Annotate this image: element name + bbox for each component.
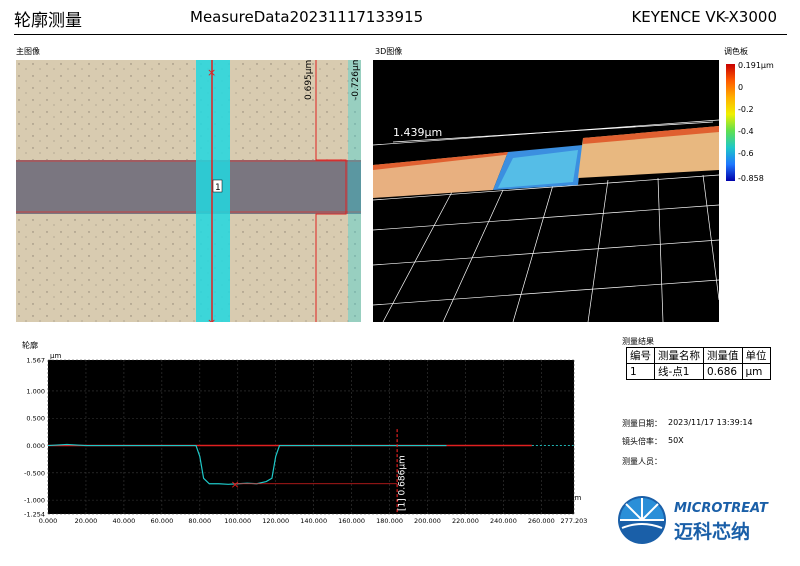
header-cell: 测量值 bbox=[703, 347, 743, 364]
x-tick-label: 260.000 bbox=[528, 517, 555, 525]
palette-bar bbox=[726, 64, 735, 181]
report-title: 轮廓测量 bbox=[14, 11, 82, 31]
profile-trace bbox=[315, 60, 347, 322]
results-table: 编号 测量名称 测量值 单位 1 线-点1 0.686 μm bbox=[626, 347, 771, 380]
trench-band bbox=[16, 160, 361, 214]
palette-tick: -0.4 bbox=[738, 127, 754, 136]
table-row[interactable]: 1 线-点1 0.686 μm bbox=[626, 363, 771, 380]
plot-area bbox=[48, 360, 574, 514]
header-cell: 编号 bbox=[626, 347, 655, 364]
palette-tick: -0.6 bbox=[738, 149, 754, 158]
line-start-marker-icon: × bbox=[207, 66, 216, 79]
y-axis-unit: μm bbox=[50, 352, 61, 360]
x-tick-label: 60.000 bbox=[150, 517, 173, 525]
lens-label: 镜头倍率： bbox=[622, 437, 662, 446]
company-logo: MICROTREAT 迈科芯纳 bbox=[618, 496, 769, 544]
date-value: 2023/11/17 13:39:14 bbox=[668, 418, 753, 427]
date-label: 测量日期： bbox=[622, 419, 662, 428]
cell-id: 1 bbox=[626, 363, 655, 380]
logo-text-en: MICROTREAT bbox=[674, 501, 769, 516]
device-name: KEYENCE VK-X3000 bbox=[631, 8, 777, 26]
file-name: MeasureData20231117133915 bbox=[190, 8, 424, 26]
palette-tick: 0 bbox=[738, 83, 744, 92]
line-end-marker-icon: × bbox=[207, 316, 216, 322]
x-tick-label: 0.000 bbox=[39, 517, 58, 525]
point-marker-label: 1 bbox=[215, 183, 221, 193]
x-tick-label: 180.000 bbox=[376, 517, 403, 525]
operator-label: 测量人员： bbox=[622, 457, 662, 466]
palette-tick: -0.858 bbox=[738, 174, 764, 183]
x-tick-label: 160.000 bbox=[338, 517, 365, 525]
x-tick-label: 120.000 bbox=[262, 517, 289, 525]
header-cell: 测量名称 bbox=[654, 347, 704, 364]
y-tick-label: 1.567 bbox=[26, 357, 45, 365]
x-tick-label: 200.000 bbox=[414, 517, 441, 525]
3d-view-canvas: 1.439μm bbox=[373, 119, 719, 322]
y-tick-label: -1.254 bbox=[24, 511, 45, 519]
main-image[interactable]: × × 1 0.695μm -0.726μm bbox=[16, 60, 361, 322]
3d-image-label: 3D图像 bbox=[375, 47, 403, 56]
x-tick-label: 277.203 bbox=[561, 517, 588, 525]
y-tick-label: -0.500 bbox=[24, 469, 45, 477]
main-image-label: 主图像 bbox=[16, 47, 40, 56]
x-tick-label: 220.000 bbox=[452, 517, 479, 525]
3d-height-label: 1.439μm bbox=[393, 126, 442, 139]
x-tick-label: 40.000 bbox=[113, 517, 136, 525]
point-cross-icon: × bbox=[230, 478, 239, 491]
lens-value: 50X bbox=[668, 436, 684, 445]
y-tick-label: 1.000 bbox=[26, 387, 45, 395]
right-label-2: -0.726μm bbox=[351, 60, 361, 100]
palette-tick: -0.2 bbox=[738, 105, 754, 114]
y-tick-label: 0.000 bbox=[26, 442, 45, 450]
x-tick-label: 140.000 bbox=[300, 517, 327, 525]
profile-chart[interactable]: 1.567 1.000 0.500 0.000 -0.500 -1.000 -1.254 0… bbox=[18, 350, 592, 534]
cell-unit: μm bbox=[741, 363, 771, 380]
cell-name: 线-点1 bbox=[654, 363, 704, 380]
logo-text-cn: 迈科芯纳 bbox=[674, 520, 750, 543]
y-tick-label: 0.500 bbox=[26, 415, 45, 423]
x-tick-label: 100.000 bbox=[224, 517, 251, 525]
logo-emblem-icon bbox=[618, 496, 666, 544]
cell-value: 0.686 bbox=[703, 363, 743, 380]
x-tick-label: 80.000 bbox=[188, 517, 211, 525]
header-divider bbox=[14, 34, 787, 35]
measurement-label: [1] 0.686μm bbox=[398, 455, 408, 511]
x-axis-unit: μm bbox=[570, 494, 581, 502]
right-label-1: 0.695μm bbox=[304, 60, 314, 100]
x-tick-label: 240.000 bbox=[490, 517, 517, 525]
results-label: 测量结果 bbox=[622, 337, 654, 346]
palette-tick: 0.191μm bbox=[738, 61, 774, 70]
3d-view[interactable]: 1.439μm bbox=[373, 60, 719, 322]
x-tick-label: 20.000 bbox=[75, 517, 98, 525]
results-header-row: 编号 测量名称 测量值 单位 bbox=[626, 347, 771, 364]
profile-label: 轮廓 bbox=[22, 341, 38, 350]
header-cell: 单位 bbox=[741, 347, 771, 364]
main-image-canvas: × × 1 0.695μm -0.726μm bbox=[16, 60, 361, 322]
y-tick-label: -1.000 bbox=[24, 497, 45, 505]
palette-title: 调色板 bbox=[724, 47, 748, 56]
